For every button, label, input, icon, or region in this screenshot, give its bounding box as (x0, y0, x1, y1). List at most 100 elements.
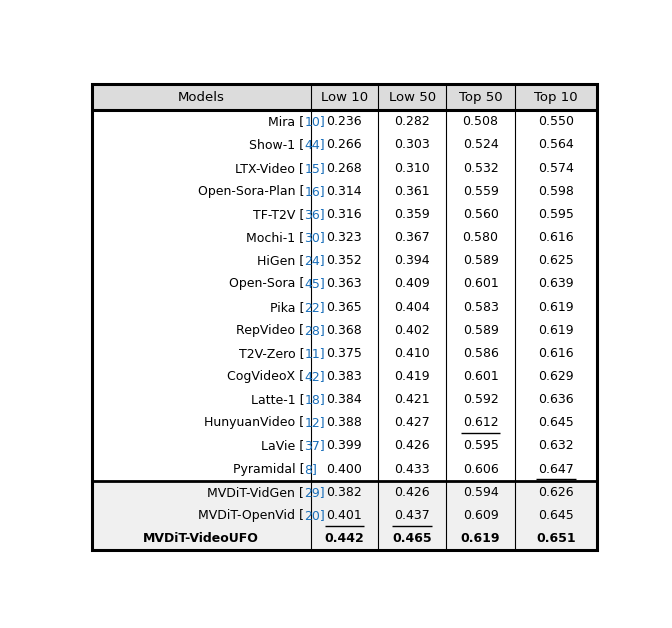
Text: 0.647: 0.647 (538, 463, 574, 475)
Bar (92, 411, 597, 435)
Text: MVDiT-OpenVid [: MVDiT-OpenVid [ (198, 509, 304, 522)
Text: 0.266: 0.266 (327, 138, 362, 151)
Text: 0.629: 0.629 (538, 370, 574, 383)
Text: 24]: 24] (304, 254, 325, 268)
Text: 0.399: 0.399 (327, 440, 362, 453)
Text: Pika [: Pika [ (269, 301, 304, 313)
Text: 0.619: 0.619 (538, 323, 574, 337)
Bar (92, 226, 597, 249)
Text: 0.323: 0.323 (327, 231, 362, 244)
Text: 22]: 22] (304, 301, 325, 313)
Text: MVDiT-VidGen [: MVDiT-VidGen [ (208, 486, 304, 499)
Text: TF-T2V [: TF-T2V [ (253, 208, 304, 221)
Text: 15]: 15] (304, 161, 325, 175)
Bar (92, 318, 597, 342)
Text: 0.589: 0.589 (462, 254, 499, 268)
Bar (92, 273, 597, 295)
Text: 0.402: 0.402 (394, 323, 430, 337)
Text: 0.532: 0.532 (463, 161, 499, 175)
Text: 0.426: 0.426 (394, 440, 430, 453)
Text: Pyramidal [: Pyramidal [ (233, 463, 304, 475)
Bar (92, 481, 597, 504)
Text: 0.580: 0.580 (462, 231, 499, 244)
Text: 0.524: 0.524 (463, 138, 499, 151)
Text: 0.508: 0.508 (462, 116, 499, 128)
Bar (92, 180, 597, 203)
Text: 0.465: 0.465 (392, 532, 432, 545)
Text: 0.598: 0.598 (538, 185, 574, 198)
Text: 16]: 16] (304, 185, 325, 198)
Bar (92, 504, 597, 527)
Text: 0.639: 0.639 (538, 278, 574, 290)
Text: 0.303: 0.303 (394, 138, 430, 151)
Bar (92, 84, 597, 110)
Text: 0.236: 0.236 (327, 116, 362, 128)
Text: 0.427: 0.427 (394, 416, 430, 430)
Text: 0.363: 0.363 (327, 278, 362, 290)
Text: 0.583: 0.583 (462, 301, 499, 313)
Text: 0.606: 0.606 (463, 463, 499, 475)
Text: 0.619: 0.619 (538, 301, 574, 313)
Text: Show-1 [: Show-1 [ (249, 138, 304, 151)
Bar (92, 203, 597, 226)
Text: 0.404: 0.404 (394, 301, 430, 313)
Text: 0.594: 0.594 (463, 486, 499, 499)
Text: 0.560: 0.560 (462, 208, 499, 221)
Text: 0.636: 0.636 (538, 393, 574, 406)
Text: 8]: 8] (304, 463, 317, 475)
Text: 0.359: 0.359 (394, 208, 430, 221)
Text: 20]: 20] (304, 509, 325, 522)
Text: 0.382: 0.382 (327, 486, 362, 499)
Text: Open-Sora [: Open-Sora [ (229, 278, 304, 290)
Text: 0.632: 0.632 (538, 440, 574, 453)
Text: 45]: 45] (304, 278, 325, 290)
Text: 44]: 44] (304, 138, 325, 151)
Text: 0.314: 0.314 (327, 185, 362, 198)
Text: 0.384: 0.384 (327, 393, 362, 406)
Text: 29]: 29] (304, 486, 325, 499)
Text: 0.426: 0.426 (394, 486, 430, 499)
Text: Low 10: Low 10 (321, 90, 368, 104)
Text: 0.433: 0.433 (394, 463, 430, 475)
Bar (92, 388, 597, 411)
Text: Top 50: Top 50 (459, 90, 503, 104)
Text: 0.409: 0.409 (394, 278, 430, 290)
Text: 0.401: 0.401 (327, 509, 362, 522)
Text: 0.268: 0.268 (327, 161, 362, 175)
Text: 0.365: 0.365 (327, 301, 362, 313)
Text: RepVideo [: RepVideo [ (237, 323, 304, 337)
Text: 0.375: 0.375 (327, 347, 362, 360)
Text: HiGen [: HiGen [ (257, 254, 304, 268)
Text: 0.616: 0.616 (538, 231, 574, 244)
Text: 0.367: 0.367 (394, 231, 430, 244)
Text: Open-Sora-Plan [: Open-Sora-Plan [ (198, 185, 304, 198)
Text: 0.368: 0.368 (327, 323, 362, 337)
Text: 0.419: 0.419 (394, 370, 430, 383)
Text: 0.592: 0.592 (463, 393, 499, 406)
Bar (92, 342, 597, 365)
Text: 0.595: 0.595 (462, 440, 499, 453)
Text: 0.574: 0.574 (538, 161, 574, 175)
Text: 0.616: 0.616 (538, 347, 574, 360)
Text: 28]: 28] (304, 323, 325, 337)
Text: T2V-Zero [: T2V-Zero [ (239, 347, 304, 360)
Text: 0.651: 0.651 (536, 532, 576, 545)
Text: 0.282: 0.282 (394, 116, 430, 128)
Bar (92, 156, 597, 180)
Text: 0.564: 0.564 (538, 138, 574, 151)
Text: 0.645: 0.645 (538, 416, 574, 430)
Text: Latte-1 [: Latte-1 [ (251, 393, 304, 406)
Text: LTX-Video [: LTX-Video [ (235, 161, 304, 175)
Text: 0.645: 0.645 (538, 509, 574, 522)
Text: 0.400: 0.400 (327, 463, 362, 475)
Bar (92, 435, 597, 458)
Text: 0.619: 0.619 (461, 532, 501, 545)
Text: 37]: 37] (304, 440, 325, 453)
Text: Mira [: Mira [ (268, 116, 304, 128)
Text: 0.316: 0.316 (327, 208, 362, 221)
Text: 0.609: 0.609 (463, 509, 499, 522)
Text: 36]: 36] (304, 208, 325, 221)
Text: 0.383: 0.383 (327, 370, 362, 383)
Text: Mochi-1 [: Mochi-1 [ (246, 231, 304, 244)
Bar (92, 110, 597, 133)
